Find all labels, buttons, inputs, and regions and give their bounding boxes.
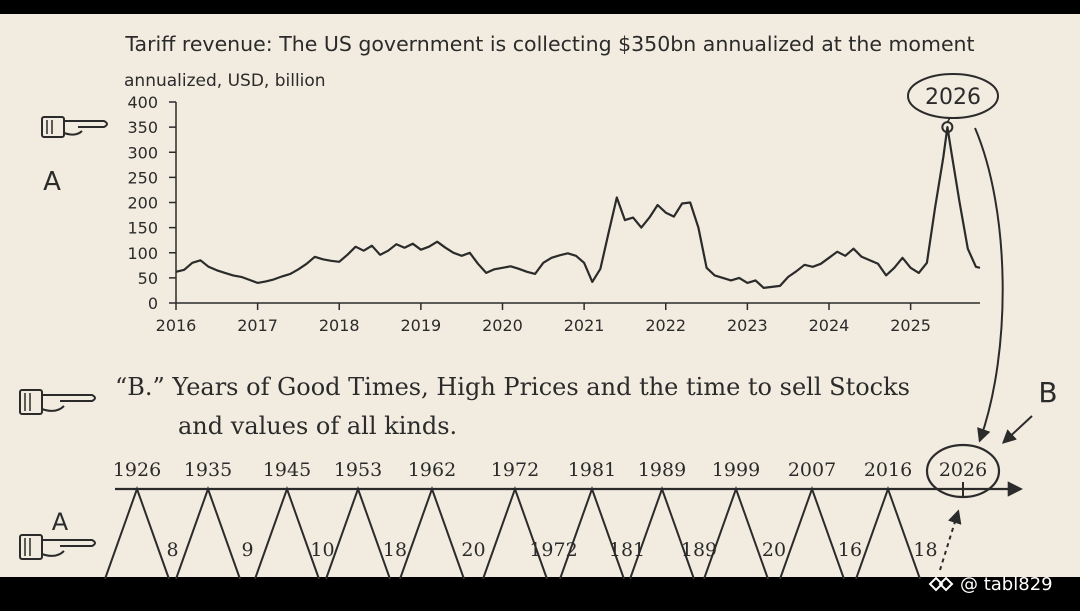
watermark: @ tabl829	[928, 574, 1053, 595]
timeline-gap-label: 10	[310, 539, 334, 561]
timeline-gap-label: 18	[383, 539, 407, 561]
timeline-gap-label: 8	[166, 539, 178, 561]
y-tick-label: 100	[127, 244, 158, 263]
timeline-year-label: 1999	[712, 459, 760, 481]
x-ticks: 2016 2017 2018 2019 2020 2021 2022 2023 2024 2025	[156, 303, 931, 335]
x-tick-label: 2017	[237, 316, 278, 335]
timeline-peak-triangle	[779, 486, 845, 580]
timeline-year-label: 1953	[334, 459, 382, 481]
b-heading-line2: and values of all kinds.	[178, 412, 457, 440]
timeline-triangles	[104, 486, 921, 580]
x-tick-label: 2016	[156, 316, 197, 335]
x-tick-label: 2025	[890, 316, 931, 335]
timeline-peak-triangle	[482, 486, 548, 580]
timeline-peak-triangle	[559, 486, 625, 580]
timeline-peak-triangle	[399, 486, 465, 580]
x-tick-label: 2020	[482, 316, 523, 335]
timeline-gap-label: 189	[681, 539, 717, 561]
y-tick-label: 350	[127, 118, 158, 137]
timeline-year-label: 2016	[864, 459, 912, 481]
x-tick-label: 2018	[319, 316, 360, 335]
x-tick-label: 2022	[645, 316, 686, 335]
timeline-peak-triangle	[855, 486, 921, 580]
y-ticks: 0 50 100 150 200 250 300 350 400	[127, 93, 176, 313]
timeline-gap-label: 20	[461, 539, 485, 561]
timeline-peak-triangle	[703, 486, 769, 580]
frame-top	[0, 0, 1080, 14]
timeline-years: 1926 1935 1945 1953 1962 1972 1981 1989 1999 2007…	[113, 459, 987, 481]
timeline-gap-label: 181	[609, 539, 645, 561]
year-2026-ellipse	[907, 73, 999, 119]
paper-background	[0, 14, 1080, 577]
timeline-year-label: 1981	[568, 459, 616, 481]
timeline-peak-triangle	[104, 486, 170, 580]
diamond-icon	[938, 576, 954, 592]
link-arrow-2026	[974, 127, 1004, 443]
x-tick-label: 2023	[727, 316, 768, 335]
series-line-tariff-revenue	[175, 126, 981, 289]
x-tick-label: 2024	[809, 316, 850, 335]
y-tick-label: 400	[127, 93, 158, 112]
y-tick-label: 50	[138, 269, 158, 288]
y-tick-label: 150	[127, 219, 158, 238]
timeline-gap-label: 1972	[529, 539, 577, 561]
timeline-year-label: 2007	[788, 459, 836, 481]
timeline-gap-label: 20	[762, 539, 786, 561]
timeline-peak-triangle	[254, 486, 320, 580]
timeline-year-label: 1926	[113, 459, 161, 481]
x-tick-label: 2021	[564, 316, 605, 335]
pointing-hand-icon	[19, 389, 96, 415]
y-axis-label: annualized, USD, billion	[124, 71, 326, 91]
timeline-gap-label: 9	[241, 539, 253, 561]
diamond-icon	[928, 576, 944, 592]
timeline-gap-label: 16	[838, 539, 862, 561]
timeline-peak-triangle	[175, 486, 241, 580]
left-label-a-top: A	[43, 167, 61, 197]
y-tick-label: 0	[148, 294, 158, 313]
watermark-text: @ tabl829	[960, 574, 1053, 595]
b-arrow	[1001, 415, 1033, 444]
pointing-hand-icon	[41, 116, 108, 138]
timeline-year-label: 1935	[184, 459, 232, 481]
year-2026-label: 2026	[925, 85, 981, 110]
left-label-a-bottom: A	[52, 508, 69, 536]
timeline-gap-label: 18	[913, 539, 937, 561]
timeline-circled-year	[925, 443, 1001, 499]
right-label-b: B	[1038, 376, 1057, 409]
y-tick-label: 250	[127, 168, 158, 187]
timeline-gaps: 8 9 10 18 20 1972 181 189 20 16 18	[166, 539, 937, 561]
y-tick-label: 200	[127, 194, 158, 213]
x-tick-label: 2019	[401, 316, 442, 335]
timeline-peak-triangle	[629, 486, 695, 580]
y-tick-label: 300	[127, 143, 158, 162]
chart-title: Tariff revenue: The US government is col…	[124, 32, 974, 56]
frame-bottom	[0, 577, 1080, 607]
timeline-year-label: 1945	[263, 459, 311, 481]
b-heading-line1: “B.” Years of Good Times, High Prices an…	[115, 373, 910, 401]
timeline-year-label: 2026	[939, 459, 987, 481]
timeline-year-label: 1989	[638, 459, 686, 481]
timeline-year-label: 1962	[408, 459, 456, 481]
pointing-hand-icon	[19, 534, 96, 560]
dashed-arrow-2026	[939, 509, 962, 571]
timeline-peak-triangle	[325, 486, 391, 580]
timeline-year-label: 1972	[491, 459, 539, 481]
